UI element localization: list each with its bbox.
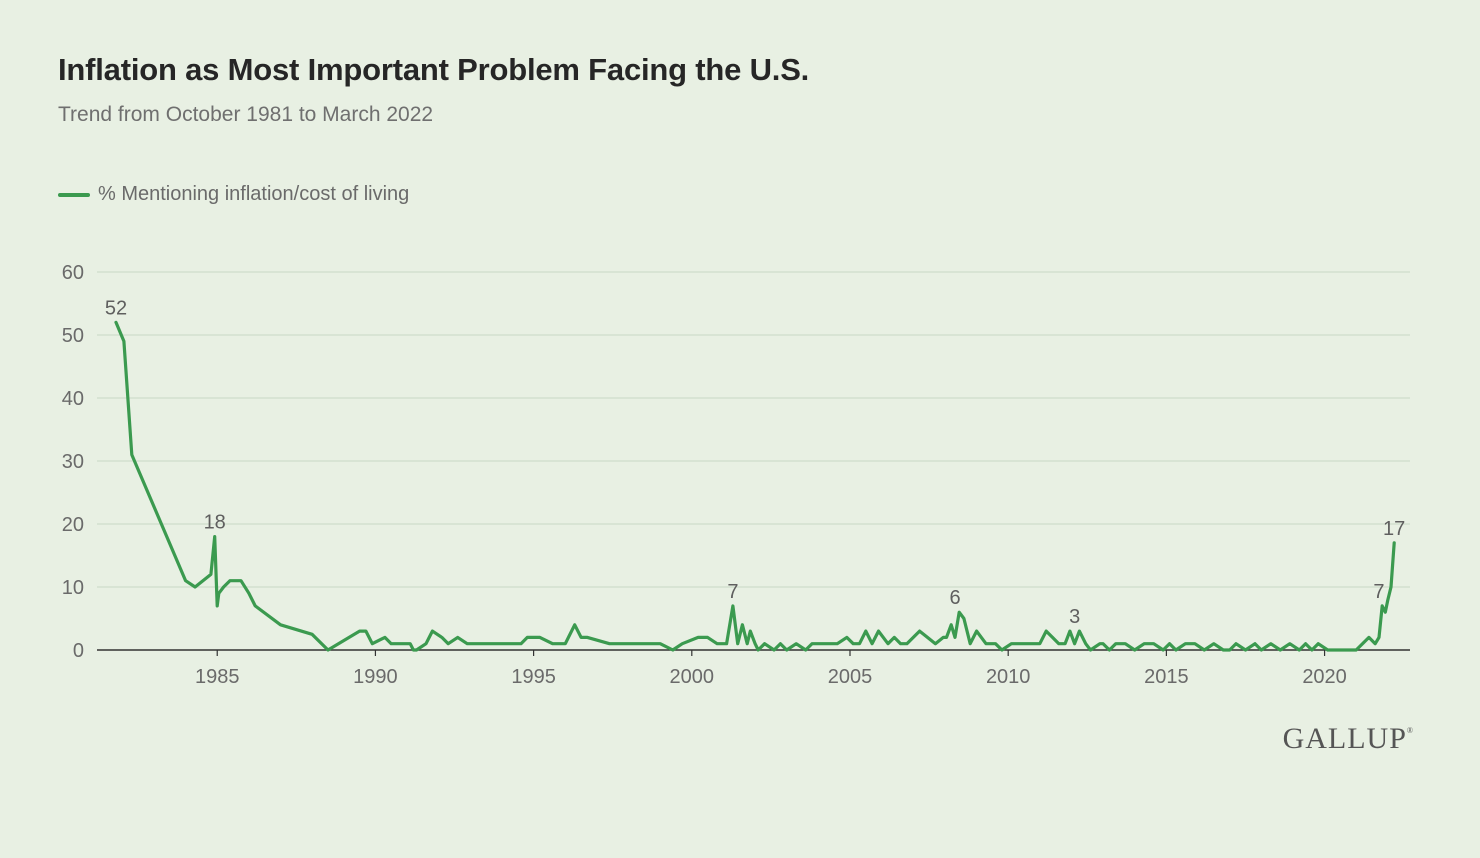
series-line-0 bbox=[114, 320, 1396, 652]
x-tick-label-1995: 1995 bbox=[511, 666, 556, 688]
data-label-2: 7 bbox=[727, 581, 738, 603]
y-tick-label-10: 10 bbox=[62, 577, 84, 599]
x-tick-label-1985: 1985 bbox=[195, 666, 240, 688]
y-tick-label-50: 50 bbox=[62, 325, 84, 347]
y-tick-label-60: 60 bbox=[62, 262, 84, 284]
y-tick-label-0: 0 bbox=[73, 640, 84, 662]
y-tick-label-30: 30 bbox=[62, 451, 84, 473]
data-label-1: 18 bbox=[204, 512, 226, 534]
chart-title: Inflation as Most Important Problem Faci… bbox=[58, 52, 810, 87]
x-axis-ticks: 1985 1990 1995 2000 2005 2010 2015 2020 bbox=[195, 650, 1347, 688]
y-tick-label-40: 40 bbox=[62, 388, 84, 410]
chart-subtitle: Trend from October 1981 to March 2022 bbox=[58, 103, 434, 126]
x-tick-label-2000: 2000 bbox=[670, 666, 715, 688]
data-label-6: 17 bbox=[1383, 518, 1405, 540]
series-group bbox=[114, 320, 1396, 652]
legend-swatch bbox=[58, 192, 90, 197]
brand-name: GALLUP bbox=[1282, 722, 1407, 755]
gallup-logo: GALLUP® bbox=[1283, 722, 1414, 756]
x-tick-label-2015: 2015 bbox=[1144, 666, 1189, 688]
data-label-3: 6 bbox=[949, 587, 960, 609]
grid-lines bbox=[97, 271, 1410, 651]
legend-label: % Mentioning inflation/cost of living bbox=[98, 183, 410, 205]
y-axis-ticks: 0 10 20 30 40 50 60 bbox=[62, 262, 84, 662]
data-label-0: 52 bbox=[105, 297, 127, 319]
data-label-4: 3 bbox=[1069, 606, 1080, 628]
x-tick-label-2005: 2005 bbox=[828, 666, 873, 688]
x-tick-label-2020: 2020 bbox=[1302, 666, 1347, 688]
registered-mark: ® bbox=[1406, 726, 1414, 735]
y-tick-label-20: 20 bbox=[62, 514, 84, 536]
legend: % Mentioning inflation/cost of living bbox=[58, 183, 409, 206]
x-tick-label-2010: 2010 bbox=[986, 666, 1031, 688]
x-tick-label-1990: 1990 bbox=[353, 666, 398, 688]
data-label-5: 7 bbox=[1373, 581, 1384, 603]
data-labels: 52 18 7 6 3 7 17 bbox=[105, 297, 1405, 628]
